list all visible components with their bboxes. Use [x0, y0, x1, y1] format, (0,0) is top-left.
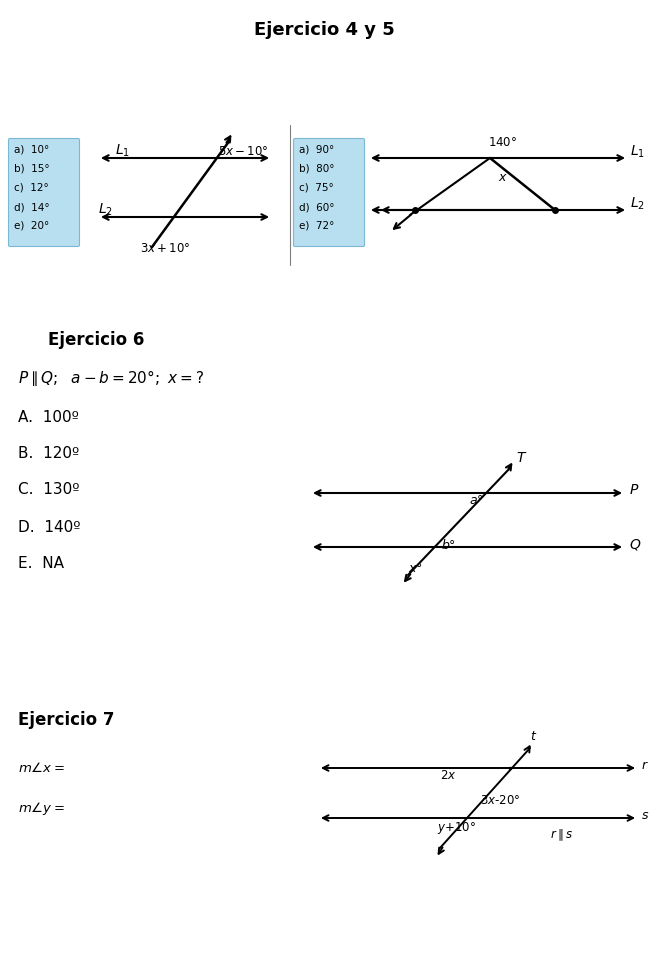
Text: $L_2$: $L_2$	[630, 196, 645, 212]
Text: $t$: $t$	[530, 731, 537, 744]
Text: a)  90°: a) 90°	[299, 145, 334, 155]
Text: $x$: $x$	[498, 172, 508, 184]
Text: $P \parallel Q;\ \ a-b=20°;\ x=?$: $P \parallel Q;\ \ a-b=20°;\ x=?$	[18, 368, 204, 388]
Text: $3x$-$20°$: $3x$-$20°$	[480, 794, 520, 807]
Text: $L_1$: $L_1$	[630, 144, 645, 160]
Text: d)  60°: d) 60°	[299, 202, 334, 212]
Text: $L_2$: $L_2$	[98, 202, 113, 218]
Text: e)  20°: e) 20°	[14, 221, 49, 231]
Text: $m\angle x=$: $m\angle x=$	[18, 761, 65, 775]
Text: D.  140º: D. 140º	[18, 520, 80, 535]
Text: $r$: $r$	[641, 758, 649, 772]
Text: Ejercicio 7: Ejercicio 7	[18, 711, 114, 729]
Text: d)  14°: d) 14°	[14, 202, 49, 212]
Text: E.  NA: E. NA	[18, 556, 64, 570]
Text: b)  80°: b) 80°	[299, 164, 334, 174]
Text: $Q$: $Q$	[629, 537, 641, 551]
Text: $T$: $T$	[516, 451, 528, 465]
Text: $2x$: $2x$	[440, 769, 456, 781]
Text: $L_1$: $L_1$	[115, 143, 130, 159]
Text: $P$: $P$	[629, 483, 639, 497]
Text: C.  130º: C. 130º	[18, 482, 79, 498]
Text: c)  75°: c) 75°	[299, 183, 334, 193]
Text: $3x+10°$: $3x+10°$	[140, 242, 191, 255]
Text: Ejercicio 6: Ejercicio 6	[48, 331, 144, 349]
Text: B.  120º: B. 120º	[18, 445, 79, 460]
Text: $a°$: $a°$	[469, 494, 484, 506]
Text: $m\angle y=$: $m\angle y=$	[18, 799, 65, 817]
Text: c)  12°: c) 12°	[14, 183, 49, 193]
FancyBboxPatch shape	[293, 138, 365, 246]
Text: Ejercicio 4 y 5: Ejercicio 4 y 5	[254, 21, 395, 39]
FancyBboxPatch shape	[8, 138, 79, 246]
Text: $5x-10°$: $5x-10°$	[218, 145, 269, 159]
Text: $r \parallel s$: $r \parallel s$	[550, 827, 573, 843]
Text: $y$+$10°$: $y$+$10°$	[437, 820, 476, 836]
Text: a)  10°: a) 10°	[14, 145, 49, 155]
Text: $b°$: $b°$	[441, 538, 456, 552]
Text: $s$: $s$	[641, 809, 649, 821]
Text: $x°$: $x°$	[408, 562, 423, 575]
Text: $140°$: $140°$	[488, 137, 517, 150]
Text: e)  72°: e) 72°	[299, 221, 334, 231]
Text: b)  15°: b) 15°	[14, 164, 49, 174]
Text: A.  100º: A. 100º	[18, 411, 79, 426]
